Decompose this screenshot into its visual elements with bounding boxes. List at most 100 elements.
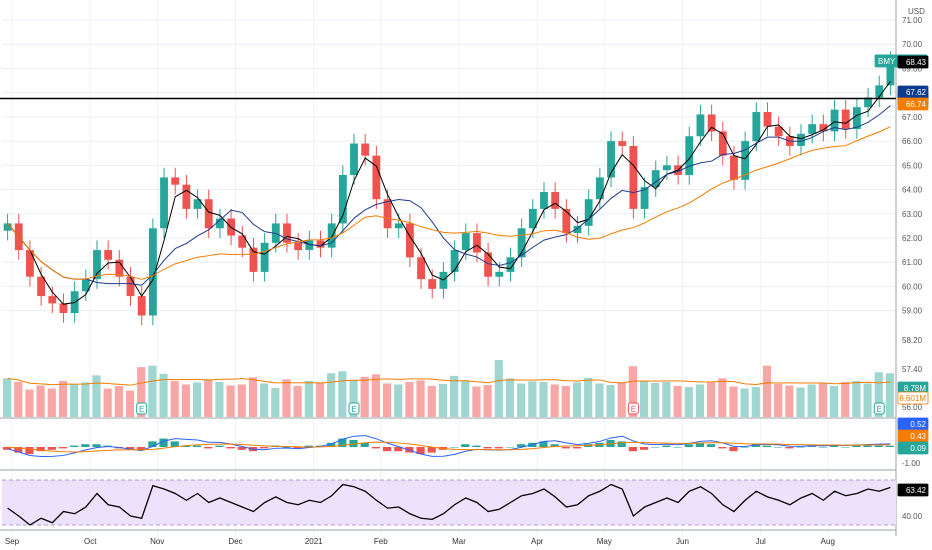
macd-badge-value: 0.52 <box>910 420 926 429</box>
candle-body <box>137 296 146 316</box>
candle-body <box>506 257 515 272</box>
volume-bar <box>215 381 224 417</box>
macd-tick-label: -1.00 <box>902 459 921 468</box>
macd-signal-badge-value: 0.43 <box>910 432 926 441</box>
macd-line <box>7 435 891 458</box>
macd-bar <box>729 447 738 452</box>
time-tick-label: Jun <box>676 537 689 546</box>
candle-body <box>629 145 638 209</box>
candle-body <box>81 279 90 292</box>
price-tick-label: 67.00 <box>902 113 923 122</box>
earnings-marker <box>627 402 639 415</box>
candle-body <box>517 228 526 258</box>
rsi-tick-label: 40.00 <box>902 512 923 521</box>
volume-bar <box>25 389 34 417</box>
volume-bar <box>282 379 291 417</box>
volume-bar <box>818 382 827 417</box>
volume-bar <box>338 371 347 417</box>
price-tick-label: 61.00 <box>902 258 923 267</box>
price-tick-label: 71.00 <box>902 16 923 25</box>
candle-body <box>841 109 850 129</box>
candle-body <box>283 223 291 243</box>
volume-bar <box>617 382 626 417</box>
moving-averages <box>0 81 896 305</box>
time-tick-label: Oct <box>84 537 97 546</box>
macd-bar <box>14 447 23 453</box>
volume-bar <box>505 378 515 417</box>
candle-body <box>450 250 459 272</box>
volume-bar <box>829 385 839 417</box>
volume-bar <box>762 365 772 417</box>
candle-body <box>3 223 12 231</box>
price-tick-label: 60.00 <box>902 282 923 291</box>
candle-body <box>852 107 861 129</box>
candle-body <box>864 97 872 108</box>
volume-bar <box>114 385 123 417</box>
volume-bar <box>852 380 861 417</box>
volume-bar <box>36 385 45 417</box>
candle-body <box>808 124 817 134</box>
volume-bar <box>874 372 883 417</box>
candle-body <box>886 61 895 86</box>
candle-body <box>193 199 202 209</box>
candle-body <box>171 177 180 185</box>
price-badge-ma-mid-value: 67.62 <box>906 88 927 97</box>
macd-bar <box>338 438 347 447</box>
candle-body <box>59 303 68 314</box>
volume-bar <box>192 382 202 417</box>
candle-body <box>260 242 269 272</box>
volume-bar <box>181 384 190 417</box>
earnings-marker <box>136 402 148 415</box>
candle-body <box>730 155 738 180</box>
volume-ma-badge-value: 8.601M <box>899 394 926 403</box>
candle-body <box>361 143 370 156</box>
candle-body <box>763 112 772 127</box>
macd-bar <box>505 447 515 448</box>
volume-bar <box>461 380 470 417</box>
macd-bar <box>371 447 380 449</box>
macd-bar <box>159 438 168 447</box>
macd-bar <box>450 447 459 448</box>
macd-bar <box>662 445 671 447</box>
macd-bar <box>762 445 772 447</box>
volume-bar <box>774 383 783 417</box>
candle-body <box>104 250 113 260</box>
candle-body <box>797 133 805 146</box>
volume-bar <box>483 384 492 417</box>
candle-body <box>718 131 727 156</box>
earnings-marker <box>348 402 360 415</box>
currency-label: USD <box>908 7 925 16</box>
candle-body <box>417 257 425 280</box>
volume-bar <box>70 384 79 417</box>
macd-bar <box>237 447 246 450</box>
candle-body <box>696 114 705 137</box>
macd-bar <box>81 444 90 447</box>
candle-body <box>461 233 470 251</box>
macd-signal-line <box>7 441 891 453</box>
macd-bar <box>394 447 403 452</box>
price-tick-label: 69.00 <box>902 64 923 73</box>
volume-bar <box>695 384 705 417</box>
candle-body <box>495 271 504 277</box>
candle-body <box>562 208 571 234</box>
volume-bar <box>517 383 526 417</box>
macd-bar <box>293 447 302 449</box>
macd-bar <box>673 447 682 448</box>
axis-badges: BMY69.3168.4367.7667.6266.748.78M8.601M0… <box>874 54 929 497</box>
macd-bar <box>572 447 582 449</box>
candle-body <box>316 240 325 248</box>
volume-bar <box>14 381 23 417</box>
price-tick-label: 59.00 <box>902 307 923 316</box>
time-tick-label: May <box>597 537 612 546</box>
time-tick-label: Jul <box>756 537 766 546</box>
earnings-marker-label: E <box>631 405 636 414</box>
rsi-badge-bg <box>897 483 929 497</box>
volume-bar <box>528 381 537 417</box>
volume-bar <box>740 388 749 417</box>
macd-bar <box>561 447 570 449</box>
volume-bar <box>561 385 570 417</box>
candle-body <box>204 199 213 229</box>
macd-bar <box>215 445 224 447</box>
candle-body <box>305 240 314 251</box>
macd-bar <box>617 441 626 447</box>
